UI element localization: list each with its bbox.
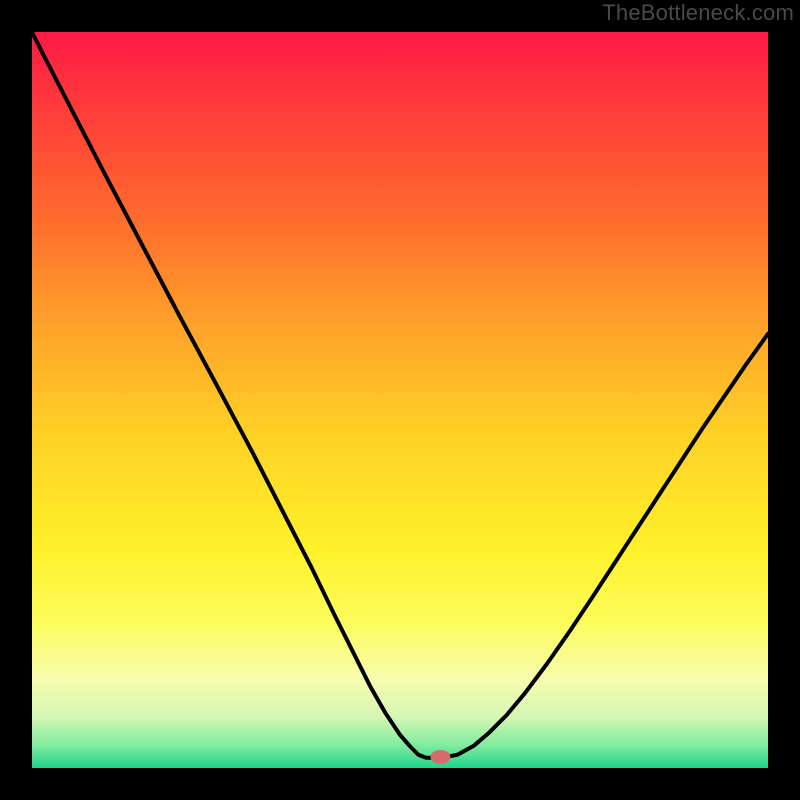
bottleneck-chart <box>32 32 768 768</box>
gradient-background <box>32 32 768 768</box>
plot-area <box>32 32 768 768</box>
optimal-point-marker <box>430 750 450 764</box>
watermark-text: TheBottleneck.com <box>602 0 794 26</box>
